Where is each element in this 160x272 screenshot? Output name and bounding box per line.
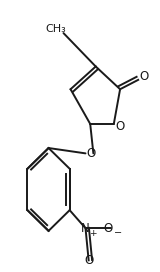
Text: −: − xyxy=(114,228,123,238)
Text: O: O xyxy=(84,254,93,267)
Text: O: O xyxy=(115,120,124,134)
Text: O: O xyxy=(103,222,112,235)
Text: N: N xyxy=(81,222,90,235)
Text: O: O xyxy=(140,70,149,84)
Text: +: + xyxy=(89,229,96,238)
Text: CH₃: CH₃ xyxy=(45,24,66,34)
Text: O: O xyxy=(87,147,96,160)
